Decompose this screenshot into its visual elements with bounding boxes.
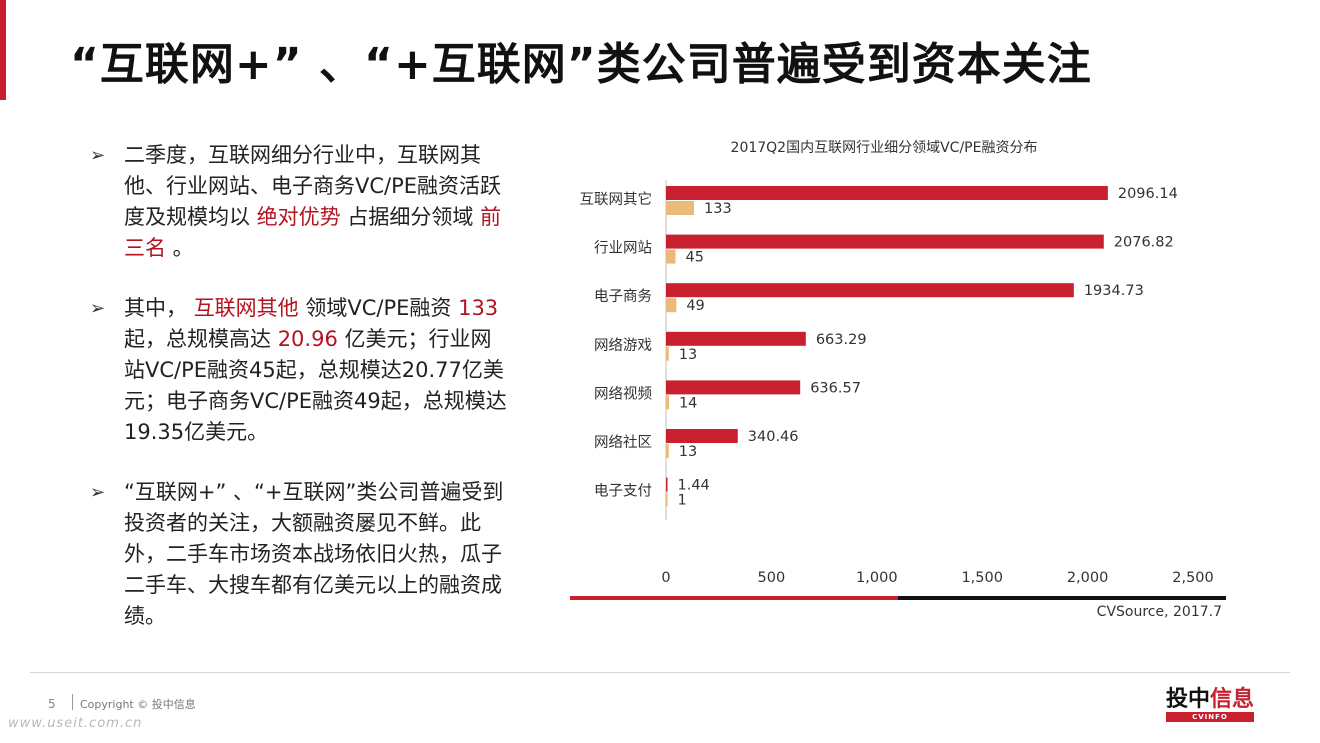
bullet-text: 起，总规模高达 <box>124 327 278 351</box>
bullet-highlight: 绝对优势 <box>256 205 341 229</box>
data-label-count: 133 <box>704 201 732 217</box>
x-tick-label: 1,500 <box>961 570 1003 586</box>
bar-amount <box>666 331 806 346</box>
slide-title: “互联网+” 、“+互联网”类公司普遍受到资本关注 <box>70 39 1092 90</box>
bar-amount <box>666 234 1104 249</box>
category-label: 行业网站 <box>594 240 652 257</box>
category-label: 互联网其它 <box>580 190 653 208</box>
bar-amount <box>666 477 668 492</box>
category-label: 网络游戏 <box>594 337 652 354</box>
data-label-count: 13 <box>679 347 697 363</box>
bullet-text: “互联网+” 、“+互联网”类公司普遍受到投资者的关注，大额融资屡见不鲜。此外，… <box>124 480 504 628</box>
bullet-arrow-icon: ➢ <box>90 298 106 319</box>
title-accent-bar <box>0 0 6 100</box>
bullet-text: 其中， <box>124 296 194 320</box>
logo-subtitle: CVINFO <box>1166 712 1254 722</box>
bullet-item: ➢ 二季度，互联网细分行业中，互联网其他、行业网站、电子商务VC/PE融资活跃度及… <box>90 140 510 264</box>
data-label-count: 14 <box>679 395 697 411</box>
chart-source: CVSource, 2017.7 <box>1096 604 1222 620</box>
bar-amount <box>666 429 738 443</box>
bar-amount <box>666 283 1074 298</box>
data-label-count: 13 <box>679 444 697 460</box>
chart-panel: 2017Q2国内互联网行业细分领域VC/PE融资分布 互联网其它 2096.14 13… <box>560 130 1240 630</box>
bar-amount <box>666 380 801 395</box>
chart-rule-black <box>898 596 1226 600</box>
bar-count <box>666 298 677 313</box>
bar-count <box>666 395 669 410</box>
x-tick-label: 2,000 <box>1067 570 1109 586</box>
bar-count <box>666 492 668 507</box>
x-tick-label: 0 <box>661 570 670 586</box>
data-label-count: 45 <box>685 250 703 266</box>
data-label-amount: 663.29 <box>816 332 867 348</box>
logo-wordmark-part1: 投中 <box>1166 687 1211 712</box>
bullet-text: 。 <box>166 236 194 260</box>
x-tick-label: 2,500 <box>1172 570 1214 586</box>
page-number: 5 <box>48 697 56 711</box>
data-label-amount: 1934.73 <box>1084 283 1144 299</box>
bullet-highlight: 20.96 <box>277 327 338 351</box>
chart-rule-red <box>570 596 898 600</box>
brand-logo: 投中信息 CVINFO <box>1166 688 1254 724</box>
bullet-text: 亿美元；行业网站VC/PE融资45起，总规模达20.77亿美元；电子商务VC/P… <box>124 327 507 444</box>
data-label-amount: 340.46 <box>748 429 799 445</box>
bar-count <box>666 346 669 361</box>
chart-title: 2017Q2国内互联网行业细分领域VC/PE融资分布 <box>731 140 1038 156</box>
bar-count <box>666 249 676 264</box>
bullet-item: ➢ “互联网+” 、“+互联网”类公司普遍受到投资者的关注，大额融资屡见不鲜。此外… <box>90 477 510 632</box>
watermark: www.useit.com.cn <box>8 716 143 731</box>
bullet-text: 领域VC/PE融资 <box>298 296 459 320</box>
bullet-list: ➢ 二季度，互联网细分行业中，互联网其他、行业网站、电子商务VC/PE融资活跃度及… <box>90 140 510 661</box>
bullet-item: ➢ 其中， 互联网其他 领域VC/PE融资 133 起，总规模高达 20.96 亿… <box>90 293 510 448</box>
data-label-amount: 1.44 <box>678 478 710 494</box>
bullet-highlight: 互联网其他 <box>193 296 299 320</box>
footer-separator <box>72 694 73 710</box>
category-label: 电子支付 <box>594 483 652 500</box>
data-label-count: 49 <box>686 298 704 314</box>
x-tick-label: 500 <box>758 570 786 586</box>
logo-wordmark: 投中信息 <box>1166 688 1254 712</box>
copyright-text: Copyright © 投中信息 <box>80 698 196 711</box>
footer-divider <box>30 672 1290 673</box>
data-label-amount: 636.57 <box>810 380 861 396</box>
bullet-text: 二季度，互联网细分行业中，互联网其他、行业网站、电子商务VC/PE融资活跃度及规… <box>124 143 502 229</box>
category-label: 网络社区 <box>594 434 652 451</box>
logo-wordmark-part2: 信息 <box>1210 687 1255 712</box>
category-label: 电子商务 <box>594 288 652 305</box>
bar-amount <box>666 186 1108 200</box>
data-label-amount: 2096.14 <box>1118 186 1178 202</box>
bar-count <box>666 201 695 215</box>
x-tick-label: 1,000 <box>856 570 898 586</box>
bullet-highlight: 133 <box>458 296 499 320</box>
bar-count <box>666 444 669 458</box>
data-label-count: 1 <box>678 493 687 509</box>
bullet-arrow-icon: ➢ <box>90 145 106 166</box>
bullet-text: 占据细分领域 <box>340 205 481 229</box>
category-label: 网络视频 <box>594 385 652 402</box>
bullet-highlight: 前三名 <box>124 205 502 260</box>
bullet-arrow-icon: ➢ <box>90 482 106 503</box>
data-label-amount: 2076.82 <box>1114 235 1174 251</box>
